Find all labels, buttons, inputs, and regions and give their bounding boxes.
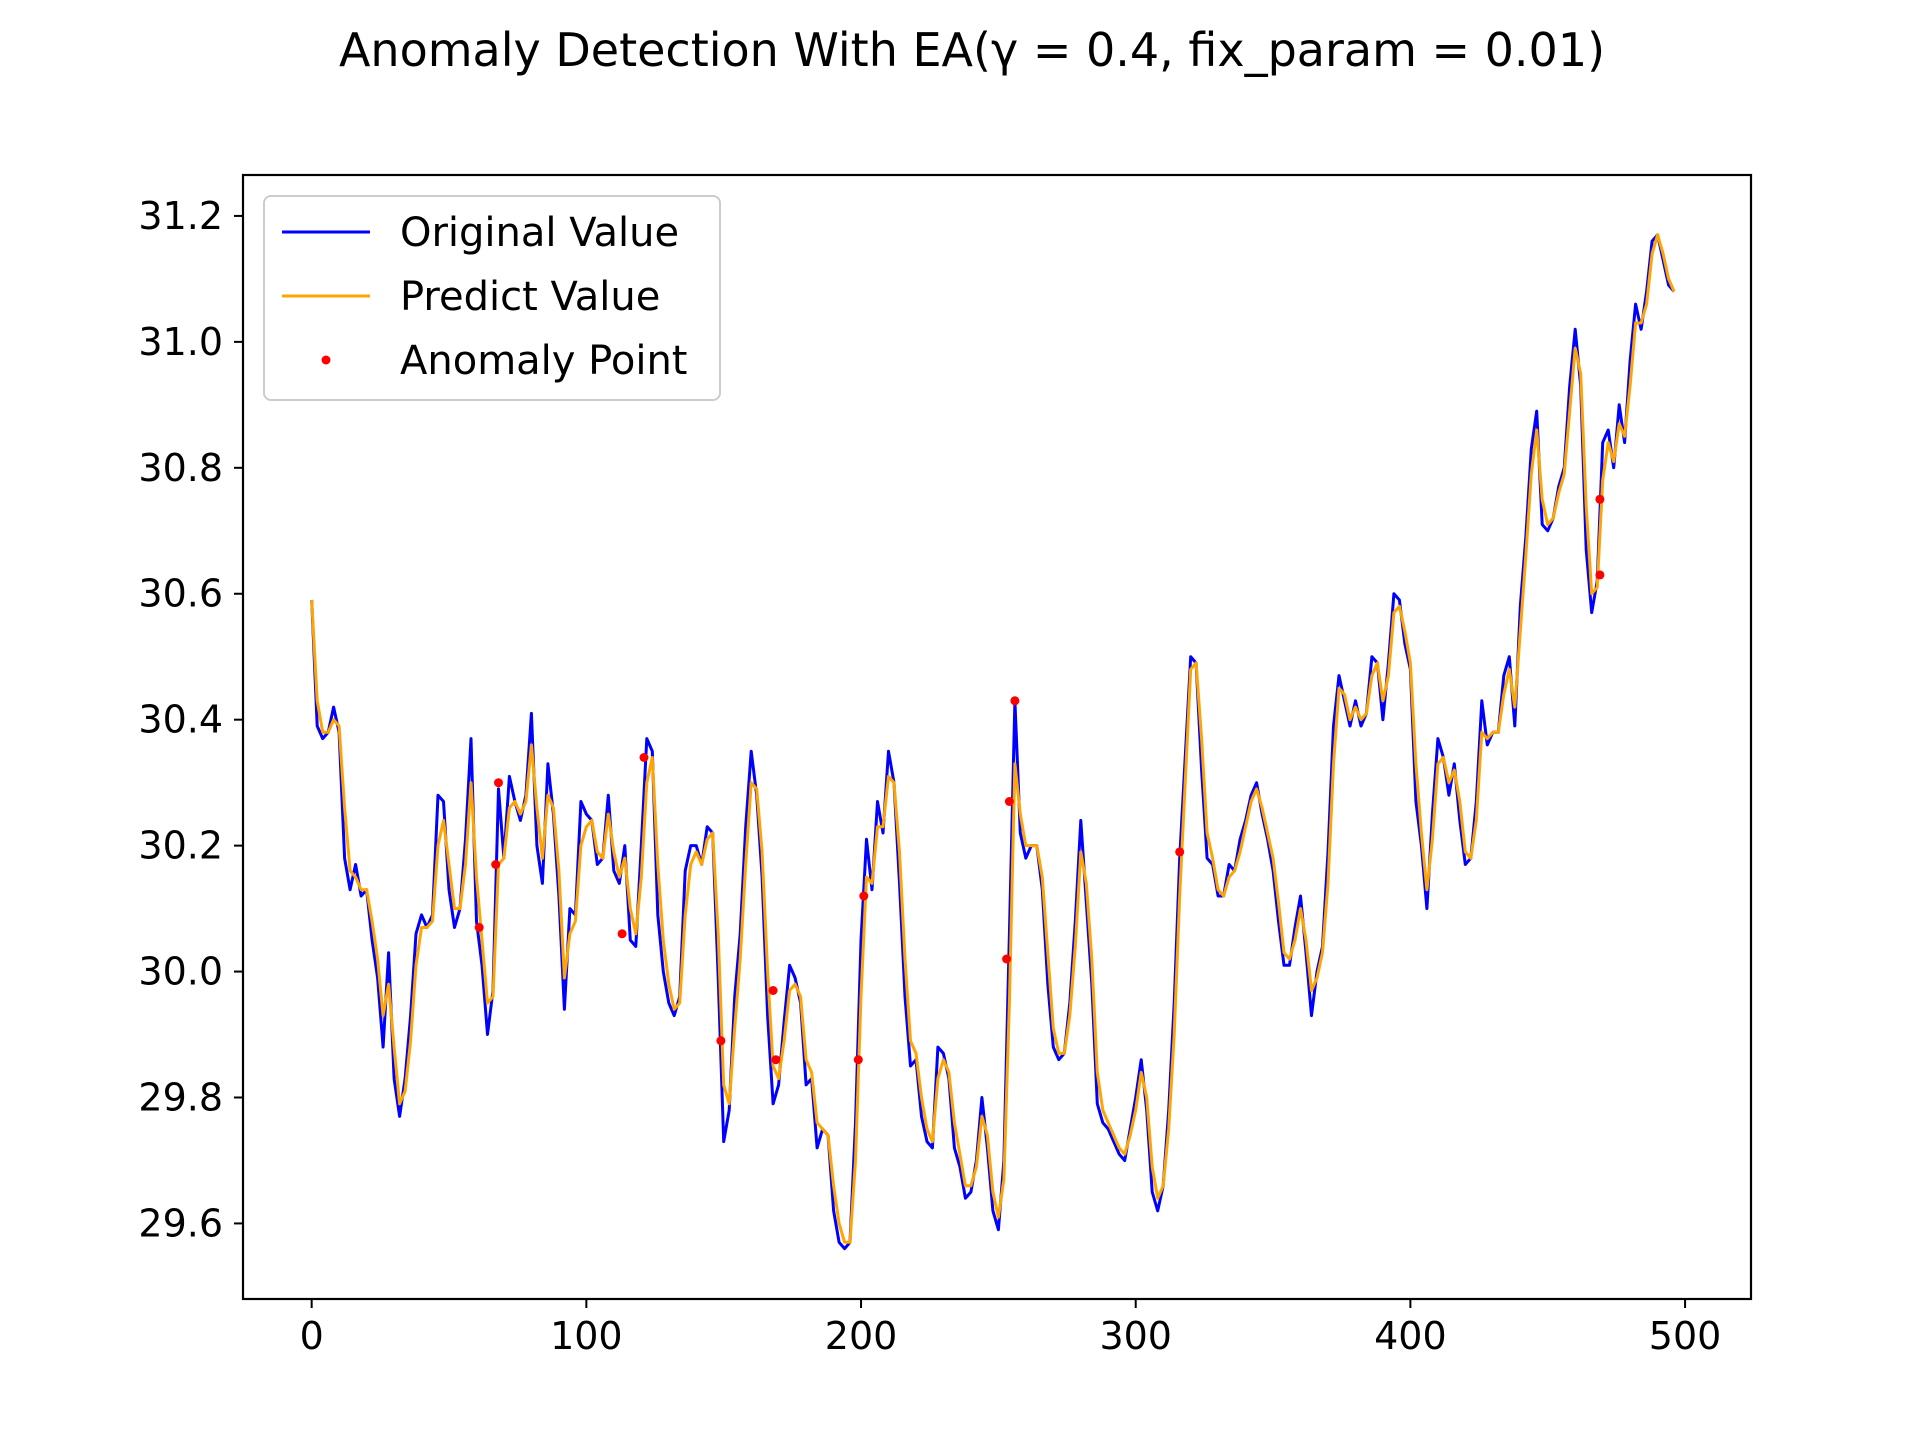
y-tick-label: 30.2: [138, 824, 223, 868]
anomaly-point: [716, 1036, 726, 1046]
y-tick-label: 29.8: [138, 1075, 223, 1119]
anomaly-point: [1595, 570, 1605, 580]
legend-box: [263, 195, 721, 401]
anomaly-point: [768, 986, 778, 995]
legend-original-label: Original Value: [400, 210, 679, 256]
legend: Original Value Predict Value Anomaly Poi…: [263, 195, 721, 401]
x-tick-label: 500: [1649, 1314, 1722, 1358]
x-tick-label: 0: [300, 1314, 324, 1358]
x-tick-label: 200: [825, 1314, 898, 1358]
x-tick-label: 400: [1374, 1314, 1447, 1358]
anomaly-point: [853, 1055, 863, 1065]
chart-title: Anomaly Detection With EA(γ = 0.4, fix_p…: [339, 23, 1605, 77]
y-tick-label: 31.0: [138, 320, 223, 364]
y-tick-label: 30.4: [138, 698, 223, 742]
legend-anomaly-marker-icon: [321, 355, 331, 365]
original-value-line: [310, 233, 1676, 1251]
anomaly-point: [1175, 847, 1185, 857]
x-tick-label: 100: [550, 1314, 623, 1358]
anomaly-point: [617, 929, 627, 939]
anomaly-point: [771, 1055, 781, 1065]
anomaly-point: [639, 753, 649, 762]
anomaly-point: [1010, 696, 1020, 706]
y-axis: 29.6 29.8 30.0 30.2 30.4 30.6 30.8 31.0 31.2: [138, 194, 243, 1245]
legend-anomaly-label: Anomaly Point: [400, 338, 687, 384]
anomaly-point: [491, 860, 501, 869]
predict-value-line: [310, 233, 1676, 1244]
series-predict-value: [310, 233, 1676, 1244]
y-tick-label: 30.6: [138, 572, 223, 616]
anomaly-point: [859, 891, 869, 901]
x-axis: 0 100 200 300 400 500: [300, 1299, 1722, 1358]
y-tick-label: 29.6: [138, 1201, 223, 1245]
y-tick-label: 30.8: [138, 446, 223, 490]
anomaly-point: [474, 923, 484, 932]
anomaly-point: [1002, 954, 1012, 964]
x-tick-label: 300: [1099, 1314, 1172, 1358]
legend-predict-label: Predict Value: [400, 274, 660, 320]
series-anomaly-points: [474, 494, 1605, 1065]
anomaly-point: [1595, 494, 1605, 504]
series-original-value: [310, 233, 1676, 1251]
y-tick-label: 31.2: [138, 194, 223, 238]
anomaly-point: [494, 778, 503, 788]
anomaly-point: [1004, 797, 1014, 806]
plot-area: [310, 233, 1676, 1251]
y-tick-label: 30.0: [138, 950, 223, 994]
axes-frame: [241, 173, 1753, 1301]
